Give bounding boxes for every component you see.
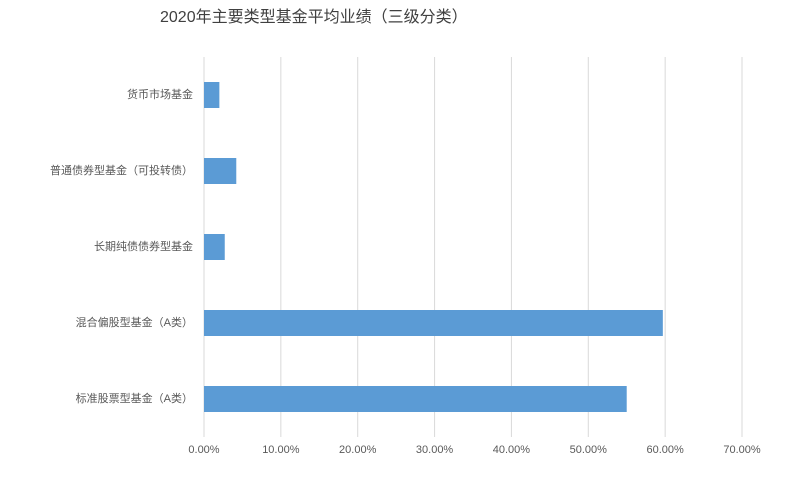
x-tick-label: 20.00%	[339, 444, 377, 456]
y-tick-label: 长期纯债债券型基金	[94, 239, 193, 253]
y-tick-label: 普通债券型基金（可投转债）	[50, 163, 193, 177]
x-tick-label: 10.00%	[262, 444, 300, 456]
x-tick-label: 0.00%	[188, 444, 219, 456]
x-tick-label: 60.00%	[646, 444, 684, 456]
x-tick-label: 50.00%	[570, 444, 608, 456]
bar	[204, 234, 225, 260]
bar	[204, 386, 627, 412]
y-tick-label: 混合偏股型基金（A类）	[76, 315, 193, 329]
x-tick-label: 70.00%	[723, 444, 761, 456]
bar	[204, 158, 237, 184]
bar	[204, 310, 663, 336]
bar	[204, 82, 220, 108]
y-tick-label: 货币市场基金	[127, 87, 193, 101]
chart-title: 2020年主要类型基金平均业绩（三级分类）	[160, 8, 468, 26]
y-tick-label: 标准股票型基金（A类）	[76, 391, 193, 405]
x-tick-label: 40.00%	[493, 444, 531, 456]
x-tick-label: 30.00%	[416, 444, 454, 456]
